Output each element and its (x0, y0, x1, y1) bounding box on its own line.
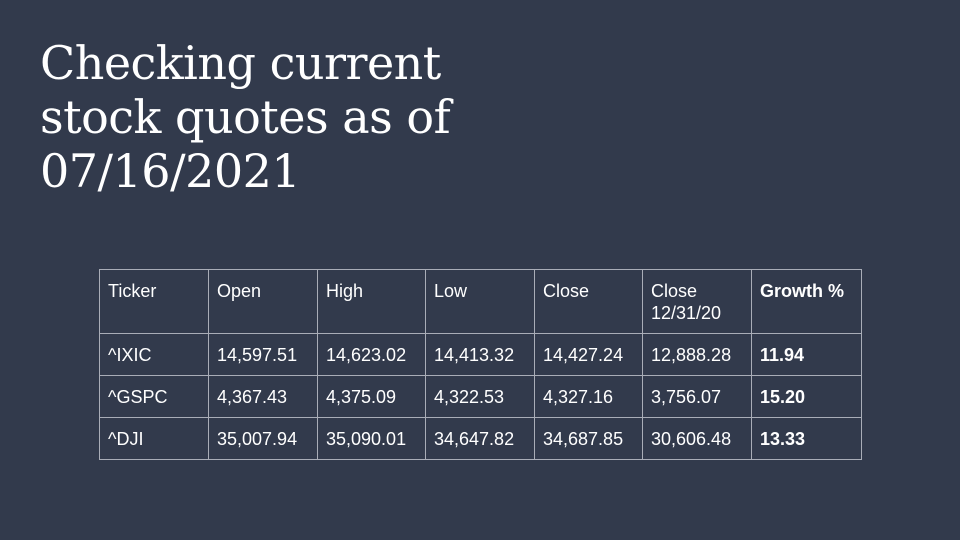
header-low: Low (425, 269, 535, 334)
cell-growth: 11.94 (751, 333, 862, 376)
cell-ticker: ^GSPC (99, 375, 209, 418)
cell-low: 14,413.32 (425, 333, 535, 376)
stock-quotes-table: Ticker Open High Low Close Close 12/31/2… (99, 269, 862, 460)
cell-high: 4,375.09 (317, 375, 426, 418)
table-header-row: Ticker Open High Low Close Close 12/31/2… (99, 269, 862, 334)
slide-title-line: Checking current (40, 36, 441, 90)
cell-close-12-31-20: 12,888.28 (642, 333, 752, 376)
cell-low: 4,322.53 (425, 375, 535, 418)
slide-title-line: 07/16/2021 (40, 144, 301, 198)
cell-growth: 13.33 (751, 417, 862, 460)
cell-ticker: ^DJI (99, 417, 209, 460)
table-row: ^GSPC 4,367.43 4,375.09 4,322.53 4,327.1… (99, 375, 862, 418)
cell-close: 14,427.24 (534, 333, 643, 376)
slide-title: Checking current stock quotes as of 07/1… (40, 36, 560, 198)
header-ticker: Ticker (99, 269, 209, 334)
header-open: Open (208, 269, 318, 334)
cell-close-12-31-20: 30,606.48 (642, 417, 752, 460)
header-growth: Growth % (751, 269, 862, 334)
cell-close: 4,327.16 (534, 375, 643, 418)
cell-open: 4,367.43 (208, 375, 318, 418)
header-close: Close (534, 269, 643, 334)
cell-high: 14,623.02 (317, 333, 426, 376)
header-close-12-31-20: Close 12/31/20 (642, 269, 752, 334)
cell-close: 34,687.85 (534, 417, 643, 460)
header-high: High (317, 269, 426, 334)
table-row: ^IXIC 14,597.51 14,623.02 14,413.32 14,4… (99, 333, 862, 376)
cell-open: 35,007.94 (208, 417, 318, 460)
cell-close-12-31-20: 3,756.07 (642, 375, 752, 418)
cell-open: 14,597.51 (208, 333, 318, 376)
table-row: ^DJI 35,007.94 35,090.01 34,647.82 34,68… (99, 417, 862, 460)
cell-growth: 15.20 (751, 375, 862, 418)
cell-high: 35,090.01 (317, 417, 426, 460)
cell-ticker: ^IXIC (99, 333, 209, 376)
slide-title-line: stock quotes as of (40, 90, 451, 144)
cell-low: 34,647.82 (425, 417, 535, 460)
